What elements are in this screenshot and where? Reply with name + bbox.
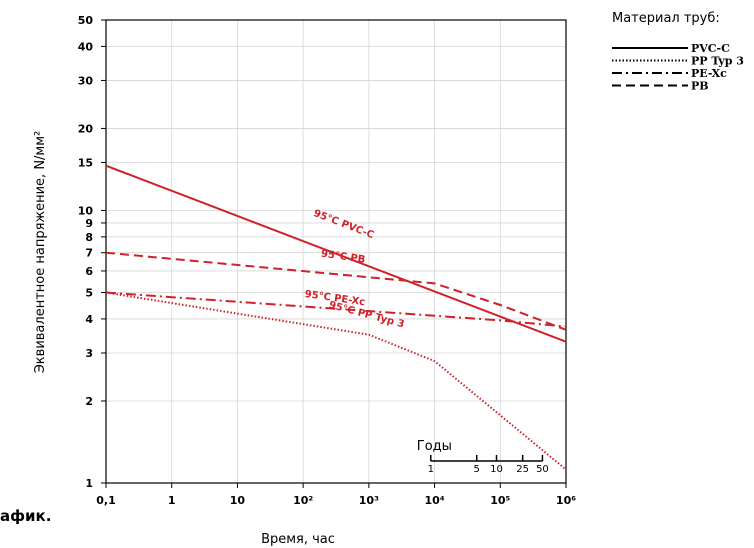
y-tick-label: 9 [85, 217, 93, 230]
plot-frame [105, 19, 567, 484]
y-tick-label: 20 [78, 122, 94, 135]
years-scale: 1 5 10 25 50 Годы [417, 439, 549, 475]
legend-title: Материал труб: [612, 11, 720, 26]
series-line [105, 291, 567, 471]
y-tick-label: 8 [85, 231, 93, 244]
y-tick-label: 50 [78, 14, 94, 27]
y-tick-label: 3 [85, 347, 93, 360]
y-axis-title: Эквивалентное напряжение, N/мм² [33, 131, 48, 374]
x-tick-label: 0,1 [96, 494, 116, 507]
y-tick-label: 5 [85, 287, 93, 300]
x-tick-label: 10³ [359, 494, 379, 507]
cropped-caption: афик. [0, 507, 51, 525]
y-tick-label: 4 [85, 313, 93, 326]
legend-label: PP Typ 3 [691, 55, 744, 68]
years-tick-label: 25 [516, 464, 529, 475]
y-tick-label: 30 [78, 74, 94, 87]
x-tick-label: 10² [293, 494, 313, 507]
legend-label: PE-Xc [691, 67, 727, 80]
legend-label: PB [691, 80, 709, 93]
y-tick-label: 2 [85, 395, 93, 408]
y-tick-label: 6 [85, 265, 93, 278]
years-tick-label: 1 [428, 464, 434, 475]
series-group [105, 164, 567, 471]
y-tick-label: 40 [78, 40, 94, 53]
y-tick-label: 10 [78, 204, 94, 217]
series-line [105, 164, 567, 343]
series-line [105, 251, 567, 331]
years-tick-label: 10 [490, 464, 503, 475]
x-tick-label: 10⁵ [490, 494, 510, 507]
series-line [105, 291, 567, 328]
years-title: Годы [417, 439, 452, 454]
legend-label: PVC-C [691, 42, 730, 55]
years-tick-label: 5 [474, 464, 480, 475]
x-tick-label: 10 [230, 494, 246, 507]
y-tick-label: 1 [85, 477, 93, 490]
x-tick-label: 10⁴ [425, 494, 445, 507]
years-tick-label: 50 [536, 464, 549, 475]
x-axis-title: Время, час [261, 532, 335, 547]
y-tick-label: 15 [78, 156, 93, 169]
x-tick-label: 10⁶ [556, 494, 576, 507]
x-tick-label: 1 [168, 494, 176, 507]
y-tick-label: 7 [85, 247, 93, 260]
